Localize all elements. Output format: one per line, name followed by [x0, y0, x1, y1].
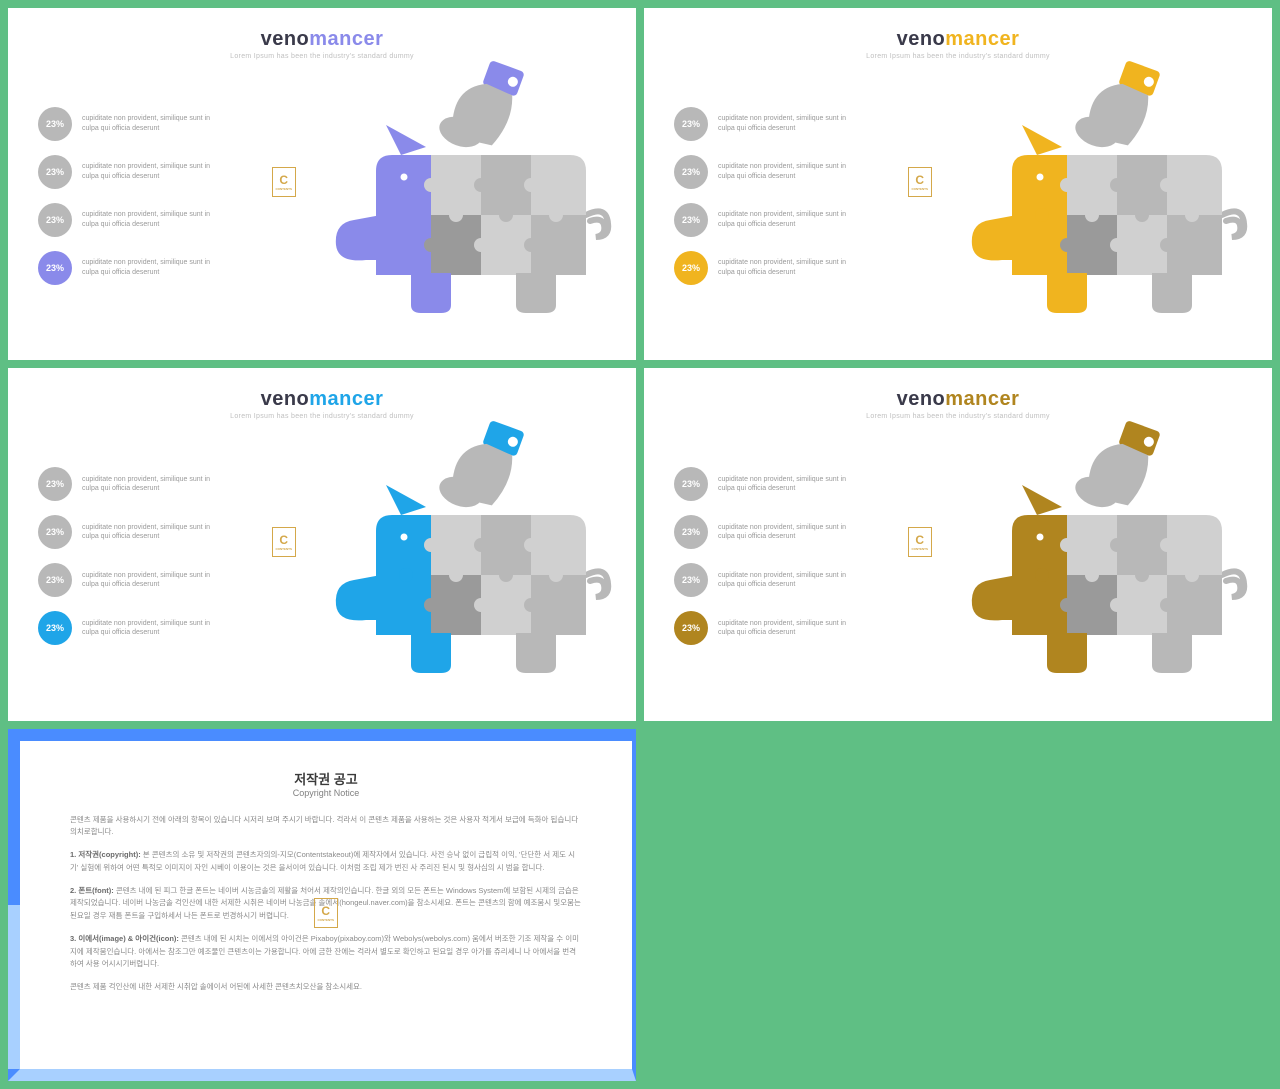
stat-row: 23% cupiditate non provident, similique … [674, 515, 854, 549]
stat-text: cupiditate non provident, similique sunt… [718, 619, 854, 639]
empty-cell [644, 729, 1272, 1081]
infographic-slide: venomancer Lorem Ipsum has been the indu… [644, 368, 1272, 720]
infographic-slide: venomancer Lorem Ipsum has been the indu… [644, 8, 1272, 360]
stats-list: 23% cupiditate non provident, similique … [38, 467, 218, 645]
watermark-icon: CCONTENTS [908, 527, 932, 557]
stat-circle: 23% [38, 155, 72, 189]
stat-text: cupiditate non provident, similique sunt… [82, 619, 218, 639]
stat-row: 23% cupiditate non provident, similique … [674, 251, 854, 285]
watermark-icon: CCONTENTS [272, 167, 296, 197]
stats-list: 23% cupiditate non provident, similique … [674, 107, 854, 285]
stat-circle: 23% [38, 611, 72, 645]
stat-text: cupiditate non provident, similique sunt… [82, 258, 218, 278]
stat-circle: 23% [674, 107, 708, 141]
stat-row: 23% cupiditate non provident, similique … [674, 563, 854, 597]
stat-circle: 23% [38, 467, 72, 501]
stat-circle: 23% [38, 203, 72, 237]
stat-row: 23% cupiditate non provident, similique … [38, 563, 218, 597]
stat-row: 23% cupiditate non provident, similique … [38, 107, 218, 141]
stat-row: 23% cupiditate non provident, similique … [674, 203, 854, 237]
slide-title: venomancer [674, 28, 1242, 51]
stats-list: 23% cupiditate non provident, similique … [674, 467, 854, 645]
stat-circle: 23% [674, 611, 708, 645]
stat-text: cupiditate non provident, similique sunt… [718, 162, 854, 182]
stat-text: cupiditate non provident, similique sunt… [718, 523, 854, 543]
stat-row: 23% cupiditate non provident, similique … [674, 107, 854, 141]
infographic-slide: venomancer Lorem Ipsum has been the indu… [8, 368, 636, 720]
infographic-slide: venomancer Lorem Ipsum has been the indu… [8, 8, 636, 360]
stat-row: 23% cupiditate non provident, similique … [38, 251, 218, 285]
stat-circle: 23% [674, 155, 708, 189]
stat-circle: 23% [38, 107, 72, 141]
stat-text: cupiditate non provident, similique sunt… [718, 114, 854, 134]
slide-title: venomancer [674, 388, 1242, 411]
stat-row: 23% cupiditate non provident, similique … [674, 611, 854, 645]
stat-row: 23% cupiditate non provident, similique … [674, 467, 854, 501]
stat-text: cupiditate non provident, similique sunt… [718, 210, 854, 230]
stat-text: cupiditate non provident, similique sunt… [718, 258, 854, 278]
stat-row: 23% cupiditate non provident, similique … [38, 203, 218, 237]
stat-text: cupiditate non provident, similique sunt… [718, 475, 854, 495]
slide-grid: venomancer Lorem Ipsum has been the indu… [8, 8, 1272, 1081]
stat-text: cupiditate non provident, similique sunt… [82, 475, 218, 495]
stat-circle: 23% [674, 563, 708, 597]
stat-text: cupiditate non provident, similique sunt… [82, 571, 218, 591]
watermark-icon: CCONTENTS [272, 527, 296, 557]
slide-title: venomancer [38, 388, 606, 411]
stat-text: cupiditate non provident, similique sunt… [82, 523, 218, 543]
watermark-icon: CCONTENTS [908, 167, 932, 197]
stat-row: 23% cupiditate non provident, similique … [38, 467, 218, 501]
stat-row: 23% cupiditate non provident, similique … [674, 155, 854, 189]
stat-circle: 23% [38, 515, 72, 549]
copyright-slide: 저작권 공고 Copyright Notice 콘텐츠 제품을 사용하시기 전에… [8, 729, 636, 1081]
stat-text: cupiditate non provident, similique sunt… [718, 571, 854, 591]
stat-row: 23% cupiditate non provident, similique … [38, 515, 218, 549]
stat-circle: 23% [674, 251, 708, 285]
stat-text: cupiditate non provident, similique sunt… [82, 162, 218, 182]
copyright-subtitle: Copyright Notice [70, 788, 582, 798]
slide-title: venomancer [38, 28, 606, 51]
stat-text: cupiditate non provident, similique sunt… [82, 114, 218, 134]
stat-circle: 23% [674, 515, 708, 549]
stat-row: 23% cupiditate non provident, similique … [38, 155, 218, 189]
stat-text: cupiditate non provident, similique sunt… [82, 210, 218, 230]
copyright-title: 저작권 공고 [70, 769, 582, 788]
stat-circle: 23% [38, 563, 72, 597]
stat-row: 23% cupiditate non provident, similique … [38, 611, 218, 645]
stat-circle: 23% [38, 251, 72, 285]
watermark-icon: CCONTENTS [314, 898, 338, 928]
stat-circle: 23% [674, 203, 708, 237]
stat-circle: 23% [674, 467, 708, 501]
stats-list: 23% cupiditate non provident, similique … [38, 107, 218, 285]
